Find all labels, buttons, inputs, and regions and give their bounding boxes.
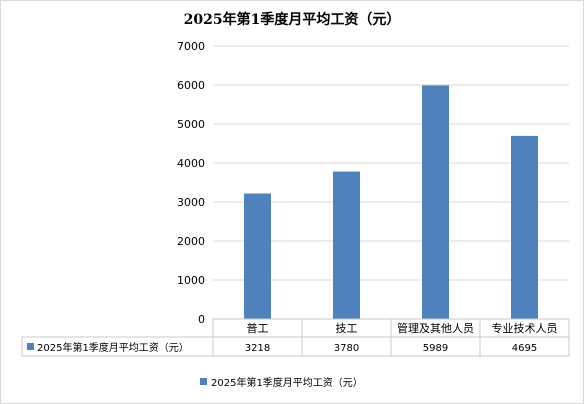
y-tick-label: 5000 — [177, 118, 205, 131]
category-label: 管理及其他人员 — [397, 321, 474, 335]
data-table: 普工 3218 技工 3780 管理及其他人员 5989 专业技术人员 4695 2025年第1… — [21, 318, 570, 357]
data-table-value: 4695 — [512, 343, 537, 354]
category-label: 普工 — [247, 321, 269, 335]
y-tick-label: 4000 — [177, 157, 205, 170]
y-tick-label: 1000 — [177, 274, 205, 287]
bar-1 — [244, 193, 271, 319]
table-series-label: 2025年第1季度月平均工资（元） — [37, 341, 189, 354]
y-tick-label: 7000 — [177, 40, 205, 53]
legend-label: 2025年第1季度月平均工资（元） — [211, 376, 363, 389]
table-series-key — [27, 343, 34, 350]
data-table-value: 3780 — [334, 343, 359, 354]
y-axis-ticks: 0 1000 2000 3000 4000 5000 6000 7000 — [177, 40, 205, 326]
y-tick-label: 2000 — [177, 235, 205, 248]
legend-key — [200, 378, 207, 385]
bar-3 — [422, 85, 449, 319]
category-label: 专业技术人员 — [492, 321, 558, 335]
chart-title: 2025年第1季度月平均工资（元） — [184, 11, 401, 28]
legend: 2025年第1季度月平均工资（元） — [200, 376, 363, 389]
bar-2 — [333, 171, 360, 319]
y-tick-label: 3000 — [177, 196, 205, 209]
data-table-value: 3218 — [245, 343, 270, 354]
data-table-value: 5989 — [423, 343, 448, 354]
bars — [244, 85, 538, 319]
bar-4 — [511, 135, 538, 319]
gridlines — [213, 45, 569, 281]
y-tick-label: 0 — [198, 313, 205, 326]
y-tick-label: 6000 — [177, 79, 205, 92]
category-label: 技工 — [336, 322, 358, 335]
